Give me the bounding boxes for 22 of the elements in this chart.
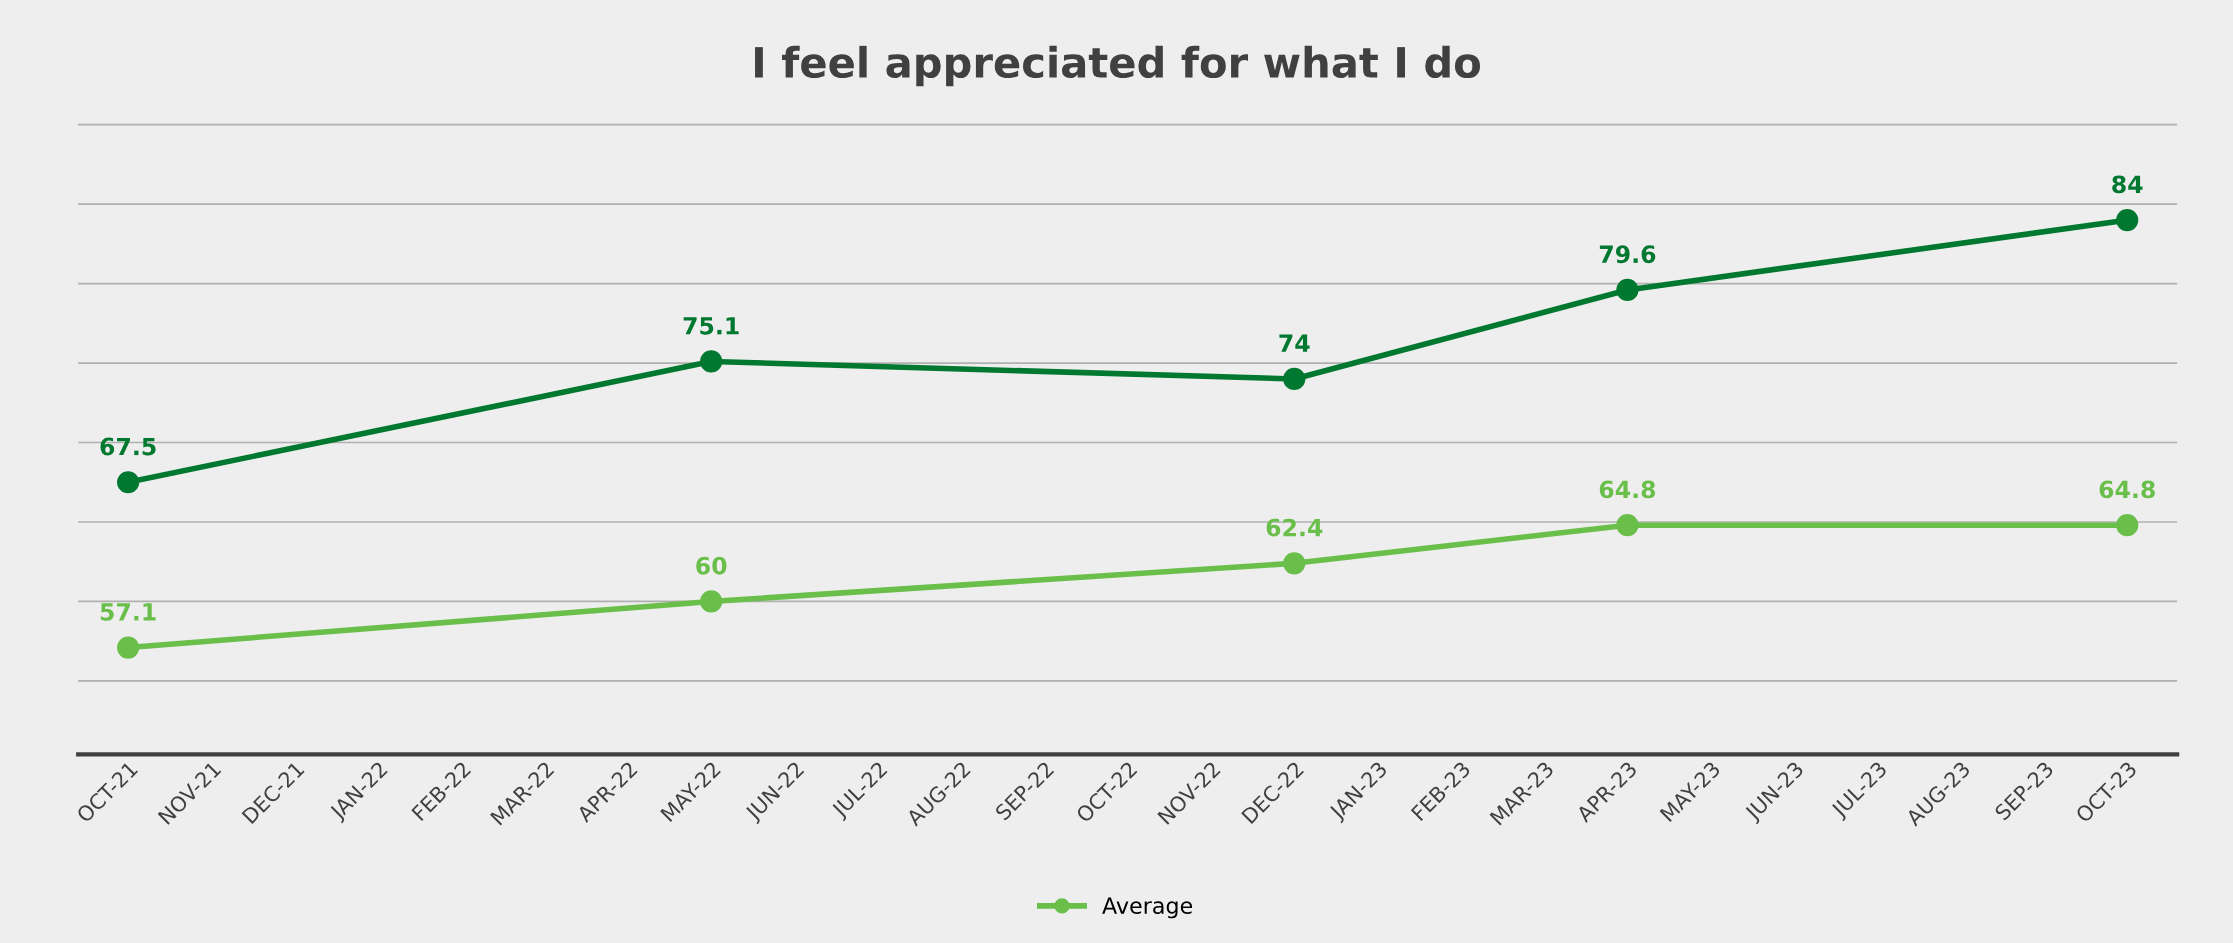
data-label: 75.1 [683,317,739,335]
point [1283,552,1306,575]
point [1283,367,1306,391]
point [1616,514,1639,537]
point [1616,278,1639,302]
point [700,590,723,613]
data-label: 62.4 [1266,518,1323,537]
point [117,636,140,659]
chart-title: I feel appreciated for what I do [755,45,1481,87]
point [117,471,140,494]
data-label: 74 [1279,334,1310,352]
legend-label: Average [1102,897,1193,919]
data-label: 84 [2112,175,2143,194]
point [2116,514,2139,537]
data-label: 64.8 [1599,480,1656,499]
point [2116,208,2139,232]
data-label: 57.1 [100,603,156,621]
point [700,350,723,373]
data-label: 79.6 [1599,245,1656,264]
data-label: 67.5 [100,437,156,456]
data-label: 64.8 [2099,480,2155,499]
data-label: 60 [696,556,727,575]
